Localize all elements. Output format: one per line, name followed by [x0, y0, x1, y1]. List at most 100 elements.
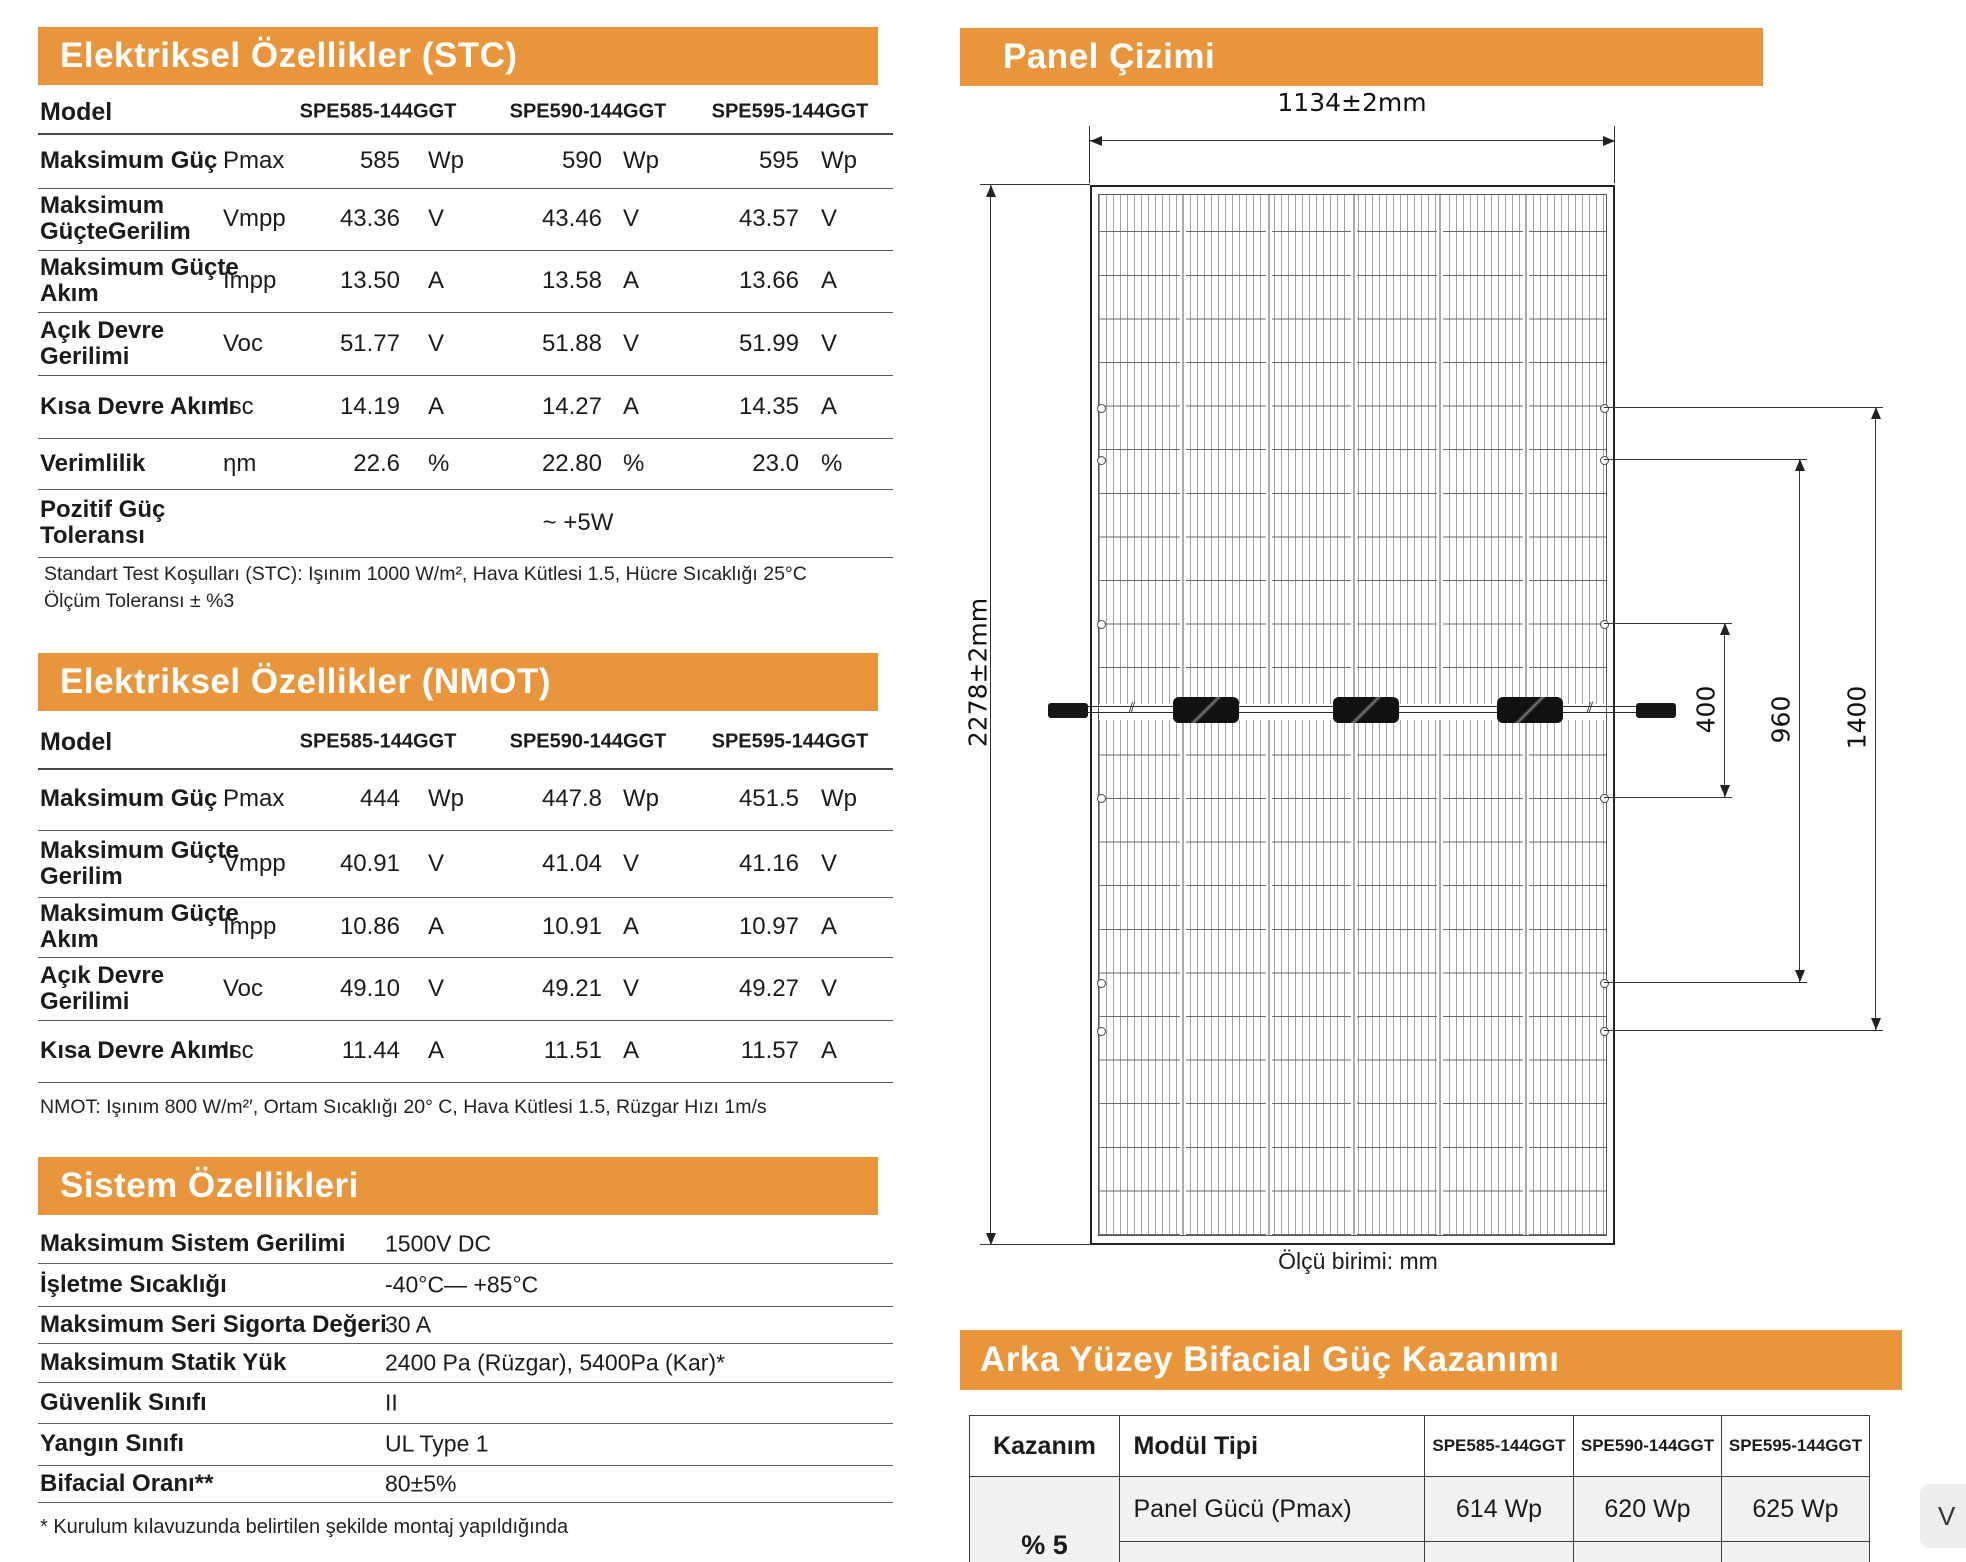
- system-value: 80±5%: [385, 1470, 457, 1496]
- bifacial-section-header: Arka Yüzey Bifacial Güç Kazanımı: [960, 1330, 1902, 1390]
- width-dimension-line: [1090, 140, 1615, 141]
- cell-value: 49.21: [541, 974, 602, 1002]
- stc-table: Model SPE585-144GGT SPE590-144GGT SPE595…: [38, 90, 893, 558]
- nmot-note: NMOT: Işınım 800 W/m²′, Ortam Sıcaklığı …: [40, 1096, 767, 1118]
- dim-400-label: 400: [1691, 685, 1721, 734]
- row-symbol: Voc: [223, 329, 264, 357]
- unit-note: Ölçü birimi: mm: [1278, 1248, 1438, 1274]
- system-value: 30 A: [385, 1311, 432, 1337]
- mounting-hole: [1097, 794, 1106, 803]
- stc-note: Standart Test Koşulları (STC): Işınım 10…: [44, 561, 904, 615]
- cell-unit: V: [821, 205, 838, 232]
- extension-line: [1614, 126, 1615, 183]
- cable-connector: [1048, 703, 1088, 718]
- junction-box: [1497, 697, 1563, 723]
- cell-unit: Wp: [428, 785, 464, 812]
- system-table: Maksimum Sistem Gerilimi 1500V DC İşletm…: [38, 1225, 893, 1503]
- cell-value: 595: [758, 146, 799, 174]
- mounting-hole: [1600, 404, 1609, 413]
- mounting-hole: [1600, 979, 1609, 988]
- cell-unit: V: [428, 849, 445, 877]
- dim-line-1400: [1875, 407, 1876, 1030]
- cell-unit: V: [623, 974, 640, 1002]
- dim-arrow: [1795, 970, 1805, 982]
- row-label: Maksimum Güçte Akım: [40, 254, 239, 307]
- bifacial-value-3: 625 Wp: [1721, 1475, 1870, 1543]
- mounting-hole: [1097, 979, 1106, 988]
- system-row: Maksimum Sistem Gerilimi 1500V DC: [38, 1225, 893, 1264]
- cell-value: 10.86: [339, 913, 400, 940]
- dim-arrow: [1871, 1018, 1881, 1030]
- cell-value: 14.19: [339, 392, 400, 420]
- mounting-hole: [1097, 620, 1106, 629]
- cell-unit: %: [623, 449, 645, 477]
- cell-unit: A: [428, 267, 445, 294]
- nmot-table: Model SPE585-144GGT SPE590-144GGT SPE595…: [38, 715, 893, 1083]
- cell-value: 10.97: [738, 913, 799, 940]
- cell-unit: A: [623, 267, 640, 294]
- stc-model-2: SPE590-144GGT: [509, 100, 667, 122]
- dim-arrow: [1720, 623, 1730, 635]
- cell-value: 22.6: [353, 449, 400, 477]
- cell-unit: Wp: [623, 146, 659, 174]
- cell-unit: Wp: [623, 785, 659, 812]
- bifacial-value-1: 614 Wp: [1424, 1475, 1574, 1543]
- dim-1400-label: 1400: [1842, 685, 1872, 750]
- connector-line: [1604, 623, 1732, 624]
- system-label: Maksimum Sistem Gerilimi: [40, 1230, 346, 1257]
- row-label: Açık Devre Gerilimi: [40, 316, 165, 370]
- cell-value: 11.57: [740, 1037, 799, 1064]
- row-label: Maksimum Güçte Gerilim: [40, 836, 239, 890]
- cell-unit: Wp: [821, 146, 857, 174]
- cell-value: 14.27: [541, 392, 602, 420]
- cell-value: 41.04: [541, 849, 602, 877]
- nmot-title: Elektriksel Özellikler (NMOT): [60, 662, 552, 701]
- cell-unit: V: [821, 329, 838, 357]
- cell-unit: A: [428, 1037, 445, 1064]
- cell-value: 14.35: [738, 392, 799, 420]
- cell-unit: %: [821, 449, 843, 477]
- row-label: Kısa Devre Akımı: [40, 392, 236, 420]
- system-row: Güvenlik Sınıfı II: [38, 1382, 893, 1424]
- nmot-row-isc: Kısa Devre Akımı Isc 11.44 A 11.51 A 11.…: [38, 1020, 893, 1083]
- stc-row-vmpp: Maksimum GüçteGerilim Vmpp 43.36 V 43.46…: [38, 188, 893, 251]
- mounting-hole: [1097, 456, 1106, 465]
- system-label: Yangın Sınıfı: [40, 1430, 185, 1457]
- drawing-section-header: Panel Çizimi: [960, 28, 1763, 86]
- edge-fragment-text: V: [1938, 1500, 1956, 1531]
- cell-value: 10.91: [541, 913, 602, 940]
- cell-value: 451.5: [738, 785, 799, 812]
- stc-row-impp: Maksimum Güçte Akım Impp 13.50 A 13.58 A…: [38, 250, 893, 313]
- mounting-hole: [1600, 456, 1609, 465]
- bifacial-row2-cell: [1721, 1541, 1870, 1562]
- extension-line: [980, 1244, 1090, 1245]
- system-label: Maksimum Statik Yük: [40, 1348, 287, 1376]
- stc-model-1: SPE585-144GGT: [299, 100, 457, 122]
- stc-note-line2: Ölçüm Toleransı ± %3: [44, 590, 235, 612]
- row-label: Pozitif Güç Toleransı: [40, 496, 166, 549]
- system-label: Maksimum Seri Sigorta Değeri: [40, 1310, 387, 1338]
- cell-value: 13.50: [339, 267, 400, 294]
- cell-unit: V: [623, 329, 640, 357]
- dim-arrow: [1795, 459, 1805, 471]
- row-label: Açık Devre Gerilimi: [40, 961, 165, 1015]
- cell-value: 23.0: [752, 449, 799, 477]
- mounting-hole: [1097, 404, 1106, 413]
- cell-unit: A: [428, 913, 445, 940]
- cell-unit: V: [428, 329, 445, 357]
- row-label: Maksimum Güçte Akım: [40, 900, 239, 953]
- system-value: -40°C— +85°C: [385, 1271, 539, 1297]
- row-label: Maksimum Güç: [40, 785, 218, 812]
- stc-note-line1: Standart Test Koşulları (STC): Işınım 10…: [44, 563, 807, 585]
- height-dimension-label: 2278±2mm: [963, 597, 993, 748]
- system-footnote: * Kurulum kılavuzunda belirtilen şekilde…: [40, 1516, 569, 1538]
- cell-value: 49.27: [738, 974, 799, 1002]
- stc-row-pmax: Maksimum Güç Pmax 585 Wp 590 Wp 595 Wp: [38, 133, 893, 189]
- cell-unit: A: [821, 913, 838, 940]
- cable-connector: [1636, 703, 1676, 718]
- dim-arrow: [1603, 136, 1615, 146]
- cell-value: 13.66: [738, 267, 799, 294]
- mounting-hole: [1097, 1027, 1106, 1036]
- cell-unit: V: [623, 205, 640, 232]
